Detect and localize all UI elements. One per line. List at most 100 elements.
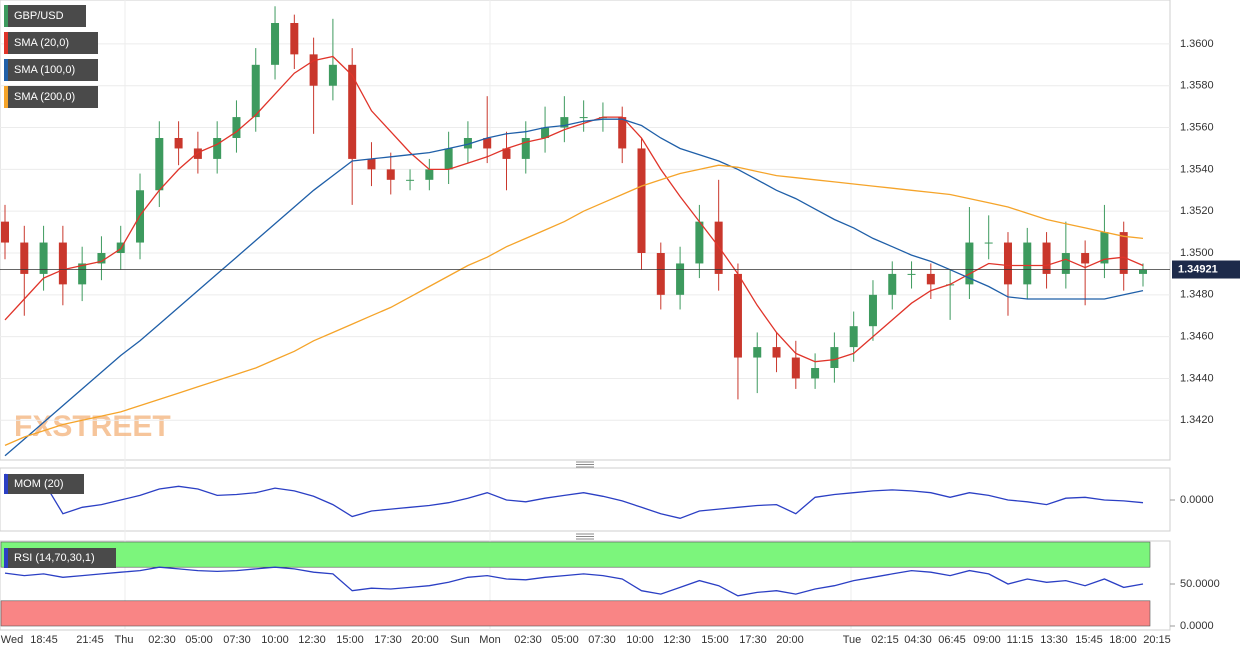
candle-body [290,23,299,55]
x-tick-label: 07:30 [588,634,616,646]
candle-body [753,347,762,358]
x-tick-label: 17:30 [739,634,767,646]
legend-label[interactable]: RSI (14,70,30,1) [14,552,95,564]
candle-body [849,326,858,348]
candle-body [97,253,106,264]
candle-body [1023,242,1032,285]
indicator-line [4,473,1144,519]
y-tick-label: 1.3500 [1180,247,1214,259]
legend-swatch [4,474,8,494]
candle-body [579,117,588,119]
candle-body [348,64,357,159]
candle-body [483,138,492,149]
candle-body [309,54,318,86]
candle-body [78,263,87,285]
candle-body [39,242,48,274]
y-tick-label: 0.0000 [1180,494,1214,506]
legend-label[interactable]: MOM (20) [14,478,64,490]
x-tick-label: 06:45 [938,634,966,646]
indicator-line [4,566,1144,597]
mom-panel [0,467,1171,532]
y-tick-label: 1.3420 [1180,414,1214,426]
candle-body [1119,232,1128,274]
x-tick-label: 02:15 [871,634,899,646]
candle-body [1003,242,1012,285]
sma-line [4,55,1144,363]
candle-body [193,148,202,159]
candle-body [367,158,376,170]
x-tick-label: 18:45 [30,634,58,646]
candle-body [637,148,646,253]
y-tick-label: 1.3440 [1180,372,1214,384]
main-panel [0,0,1171,461]
candle-body [174,138,183,149]
candle-body [386,169,395,180]
x-tick-label: 10:00 [626,634,654,646]
x-tick-label: 15:00 [336,634,364,646]
x-tick-label: Mon [479,634,500,646]
x-tick-label: 12:30 [298,634,326,646]
legend-box[interactable] [4,548,116,568]
candle-body [425,169,434,180]
y-tick-label: 0.0000 [1180,620,1214,632]
candle-body [733,273,742,358]
candle-body [1100,232,1109,264]
x-tick-label: 02:30 [514,634,542,646]
x-tick-label: 20:00 [411,634,439,646]
sma-line [4,118,1144,457]
candle-body [984,242,993,244]
candle-body [560,117,569,128]
last-price-box [1172,260,1240,279]
x-tick-label: 09:00 [973,634,1001,646]
watermark: FXSTREET [14,410,171,443]
x-tick-label: 04:30 [904,634,932,646]
candle-body [213,138,222,159]
legend-label[interactable]: GBP/USD [14,10,64,22]
band [0,600,1151,627]
last-price-label: 1.34921 [1178,263,1218,275]
candle-body [406,179,415,181]
candle-body [271,23,280,65]
day-separators [124,0,852,630]
candle-body [868,294,877,327]
candle-body [791,357,800,379]
legend-swatch [4,5,8,27]
candle-body [888,273,897,295]
x-tick-label: 15:45 [1075,634,1103,646]
legend-box[interactable] [4,59,98,81]
x-tick-label: 05:00 [551,634,579,646]
candle-body [1061,253,1070,274]
candle-body [772,347,781,358]
candle-body [811,368,820,379]
candle-body [58,242,67,285]
candle-body [1,221,9,243]
x-tick-label: 17:30 [374,634,402,646]
candle-body [618,117,627,149]
legend-swatch [4,86,8,108]
candle-body [926,273,935,285]
panel-handles [576,461,594,540]
candle-body [541,127,550,138]
candle-body [155,138,164,191]
x-tick-label: 07:30 [223,634,251,646]
x-tick-label: Wed [1,634,23,646]
candle-body [232,117,241,138]
x-tick-label: 12:30 [663,634,691,646]
legend-box[interactable] [4,474,84,494]
x-tick-label: 15:00 [701,634,729,646]
legend-label[interactable]: SMA (100,0) [14,64,75,76]
legend-label[interactable]: SMA (200,0) [14,91,75,103]
x-tick-label: 13:30 [1040,634,1068,646]
candle-body [20,242,29,274]
candle-body [656,253,665,295]
sma-line [4,164,1144,446]
legend-box[interactable] [4,86,98,108]
x-tick-label: Thu [115,634,134,646]
y-tick-label: 1.3580 [1180,80,1214,92]
candle-body [1139,269,1147,274]
legend-box[interactable] [4,32,98,54]
candle-body [521,138,530,159]
legend-label[interactable]: SMA (20,0) [14,37,69,49]
legend-box[interactable] [4,5,86,27]
